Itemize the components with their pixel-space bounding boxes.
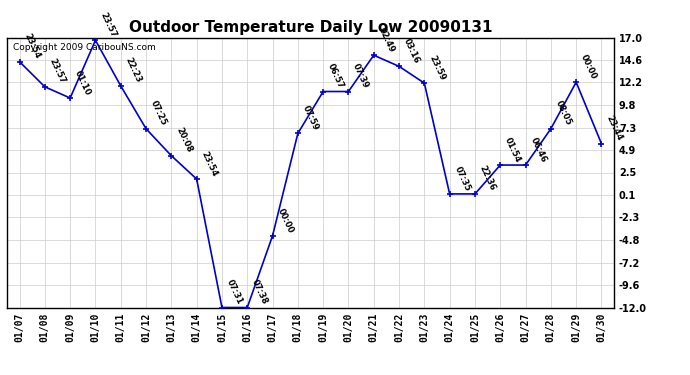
- Text: 01:54: 01:54: [503, 136, 522, 164]
- Text: 06:46: 06:46: [529, 136, 548, 164]
- Text: 03:16: 03:16: [402, 37, 421, 65]
- Text: 06:57: 06:57: [326, 62, 345, 90]
- Text: 07:59: 07:59: [301, 104, 320, 132]
- Text: 23:57: 23:57: [48, 57, 67, 86]
- Text: 23:54: 23:54: [199, 150, 219, 178]
- Text: 01:10: 01:10: [73, 69, 92, 97]
- Title: Outdoor Temperature Daily Low 20090131: Outdoor Temperature Daily Low 20090131: [129, 20, 492, 35]
- Text: 08:05: 08:05: [553, 99, 573, 128]
- Text: 00:00: 00:00: [275, 207, 295, 234]
- Text: 22:36: 22:36: [477, 165, 497, 192]
- Text: 07:31: 07:31: [225, 278, 244, 306]
- Text: 23:59: 23:59: [427, 54, 446, 82]
- Text: 07:35: 07:35: [453, 165, 472, 192]
- Text: 22:23: 22:23: [124, 57, 143, 84]
- Text: 07:25: 07:25: [149, 99, 168, 128]
- Text: 00:00: 00:00: [579, 53, 598, 81]
- Text: 20:08: 20:08: [174, 126, 193, 154]
- Text: 07:38: 07:38: [250, 278, 269, 306]
- Text: 07:39: 07:39: [351, 62, 371, 90]
- Text: 23:44: 23:44: [604, 114, 624, 142]
- Text: 23:54: 23:54: [22, 32, 42, 60]
- Text: Copyright 2009 CaribouNS.com: Copyright 2009 CaribouNS.com: [13, 43, 156, 52]
- Text: 02:49: 02:49: [377, 26, 396, 54]
- Text: 23:57: 23:57: [98, 11, 117, 39]
